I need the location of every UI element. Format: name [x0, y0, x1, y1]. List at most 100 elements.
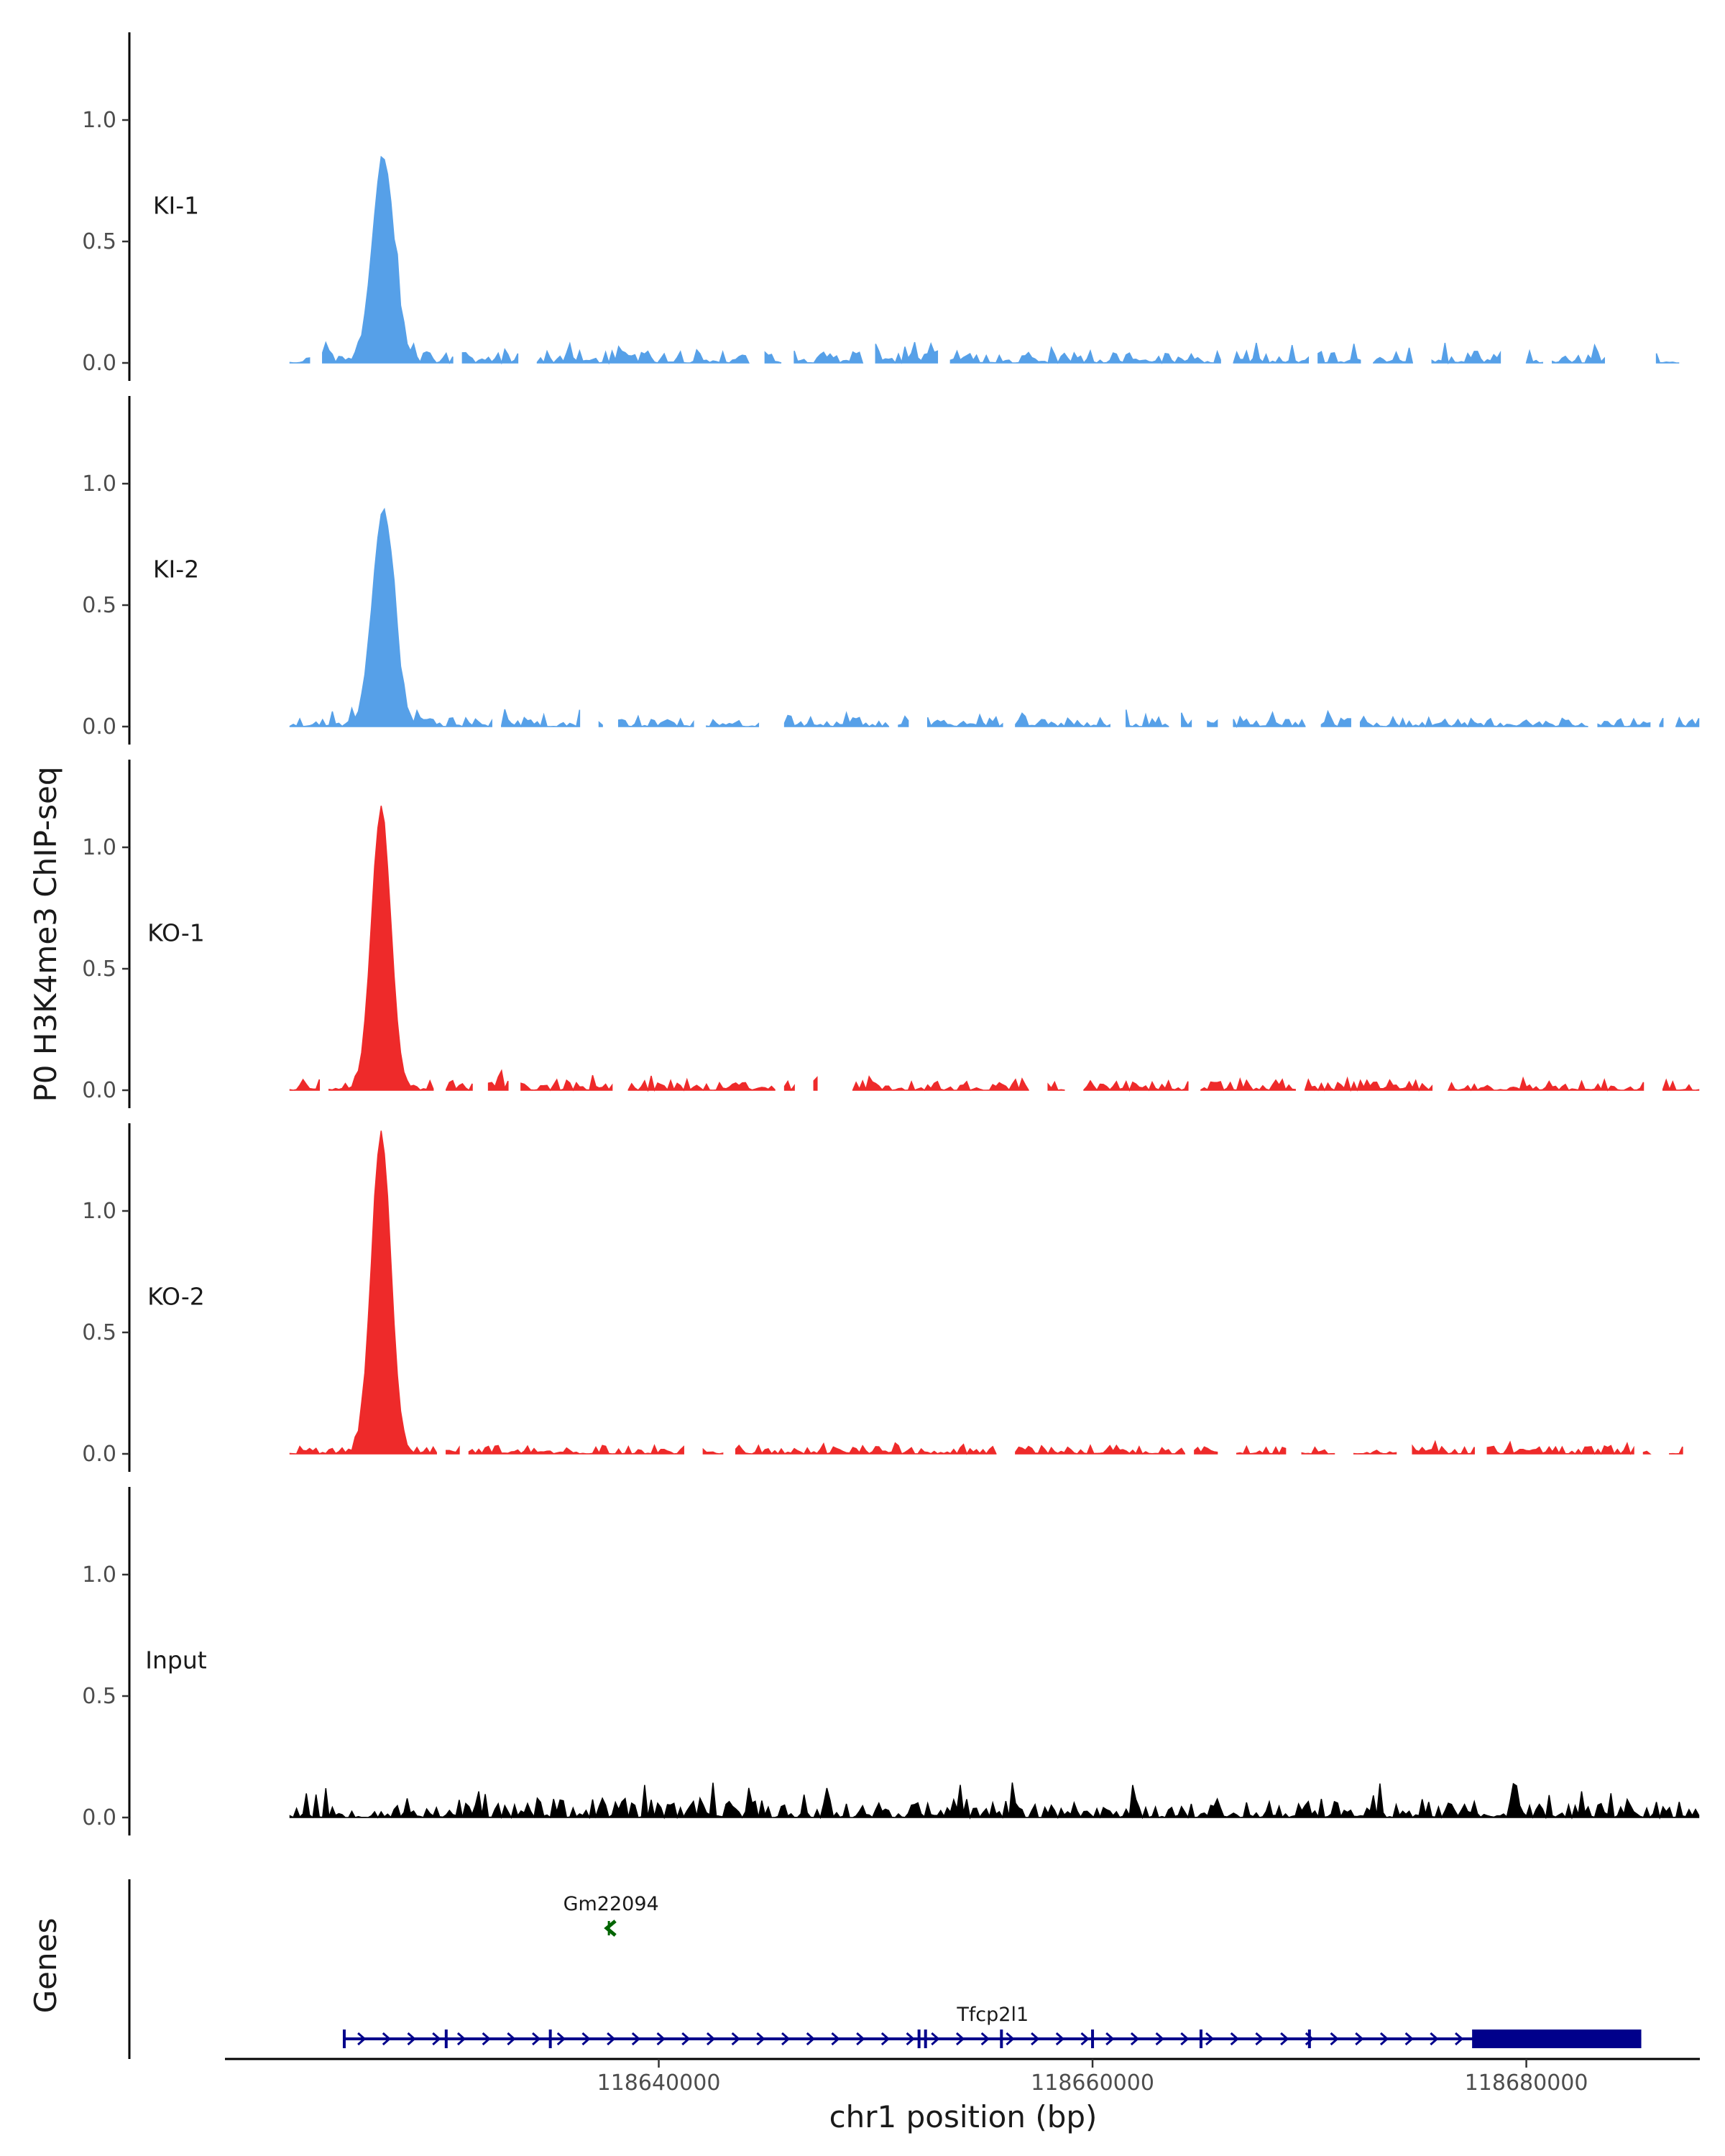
signal-area — [446, 1445, 460, 1455]
exon — [1199, 2030, 1202, 2048]
signal-area — [1015, 712, 1110, 728]
signal-area — [1373, 347, 1413, 364]
signal-area — [1359, 715, 1588, 728]
signal-area — [1301, 1446, 1335, 1455]
signal-area — [289, 1130, 437, 1455]
strand-arrow — [1006, 2032, 1015, 2046]
signal-area — [617, 714, 694, 728]
gene-tfcp2l1: Tfcp2l1 — [342, 2004, 1642, 2048]
track-label: KI-2 — [153, 555, 199, 583]
gene-mark — [604, 1920, 617, 1937]
signal-area — [1675, 716, 1700, 728]
signal-area — [1236, 1445, 1287, 1455]
signal-area — [1597, 717, 1651, 727]
strand-arrow — [1355, 2032, 1364, 2046]
strand-arrow — [1055, 2032, 1065, 2046]
exon — [342, 2030, 346, 2048]
track-ko-1: 0.0 0.5 1.0 KO-1 — [82, 760, 1700, 1108]
strand-arrow — [1031, 2032, 1040, 2046]
signal-area — [1659, 717, 1664, 727]
signal-area — [1320, 709, 1351, 727]
exon — [917, 2030, 921, 2048]
signal-area — [1552, 343, 1605, 364]
signal-area — [783, 1079, 795, 1092]
signal-area — [1083, 1079, 1189, 1092]
strand-arrow — [1330, 2032, 1339, 2046]
strand-arrow — [357, 2032, 367, 2046]
signal-area — [446, 1079, 473, 1092]
x-axis-title: chr1 position (bp) — [829, 2099, 1098, 2134]
strand-arrow — [382, 2032, 392, 2046]
y-tick-label: 0.5 — [82, 229, 116, 254]
signal-area — [1200, 1077, 1296, 1092]
signal-area — [1047, 1080, 1065, 1091]
signal-area — [875, 341, 939, 364]
strand-arrow — [931, 2032, 940, 2046]
signal-area — [898, 715, 909, 727]
signal-area — [598, 721, 603, 727]
signal-area — [289, 1782, 1700, 1820]
signal-area — [1126, 709, 1169, 728]
y-tick-label: 0.0 — [82, 1805, 116, 1830]
y-tick-label: 1.0 — [82, 1199, 116, 1224]
strand-arrow — [756, 2032, 765, 2046]
y-tick-label: 0.5 — [82, 957, 116, 982]
strand-arrow — [1404, 2032, 1414, 2046]
strand-arrow — [456, 2032, 466, 2046]
y-tick-label: 1.0 — [82, 471, 116, 497]
y-tick-label: 0.5 — [82, 1320, 116, 1345]
signal-area — [289, 357, 310, 364]
track-ki-2: 0.0 0.5 1.0 KI-2 — [82, 396, 1700, 745]
strand-arrow — [1105, 2032, 1115, 2046]
genes-track: Genes Gm22094 Tfcp2l1 — [28, 1879, 1642, 2059]
strand-arrow — [482, 2032, 491, 2046]
strand-arrow — [880, 2032, 891, 2046]
strand-arrow — [706, 2032, 716, 2046]
signal-area — [289, 1078, 321, 1091]
strand-arrow — [607, 2032, 616, 2046]
x-tick-label: 118680000 — [1465, 2070, 1588, 2096]
gene-gm22094: Gm22094 — [564, 1893, 659, 1937]
signal-area — [1194, 1446, 1218, 1455]
track-label: KO-2 — [147, 1282, 205, 1310]
y-tick-label: 0.0 — [82, 714, 116, 740]
gene-label: Tfcp2l1 — [956, 2004, 1029, 2026]
strand-arrow — [1430, 2032, 1439, 2046]
signal-area — [702, 1447, 724, 1455]
signal-area — [328, 806, 434, 1091]
signal-area — [852, 1075, 1029, 1092]
track-label: Input — [145, 1646, 207, 1674]
y-tick-label: 0.5 — [82, 593, 116, 618]
signal-area — [1662, 1078, 1700, 1091]
y-tick-label: 1.0 — [82, 108, 116, 133]
x-axis: 118640000 118660000 118680000 — [225, 2058, 1700, 2096]
track-ko-2: 0.0 0.5 1.0 KO-2 — [82, 1123, 1683, 1472]
strand-arrow — [1255, 2032, 1264, 2046]
strand-arrow — [507, 2032, 516, 2046]
strand-arrow — [656, 2032, 666, 2046]
exon — [1000, 2030, 1003, 2048]
signal-area — [1015, 1444, 1186, 1455]
y-tick-label: 1.0 — [82, 1562, 116, 1588]
strand-arrow — [781, 2032, 791, 2046]
signal-area — [468, 1444, 684, 1455]
signal-area — [1447, 1076, 1644, 1092]
signal-area — [1207, 719, 1218, 727]
exon — [1307, 2030, 1311, 2048]
y-tick-label: 0.0 — [82, 1442, 116, 1467]
signal-area — [794, 350, 864, 364]
signal-area — [1353, 1450, 1397, 1455]
strand-arrow — [980, 2032, 990, 2046]
strand-arrow — [955, 2032, 965, 2046]
signal-area — [1305, 1076, 1433, 1092]
signal-area — [813, 1076, 818, 1091]
strand-arrow — [1305, 2032, 1315, 2046]
strand-arrow — [831, 2032, 840, 2046]
signal-area — [926, 713, 1003, 728]
signal-area — [536, 341, 750, 365]
strand-arrow — [581, 2032, 591, 2046]
strand-arrow — [631, 2032, 641, 2046]
tracks-group: 0.00.51.0KI-10.00.51.0KI-20.00.51.0KO-10… — [82, 32, 1700, 1835]
signal-area — [949, 346, 1221, 364]
